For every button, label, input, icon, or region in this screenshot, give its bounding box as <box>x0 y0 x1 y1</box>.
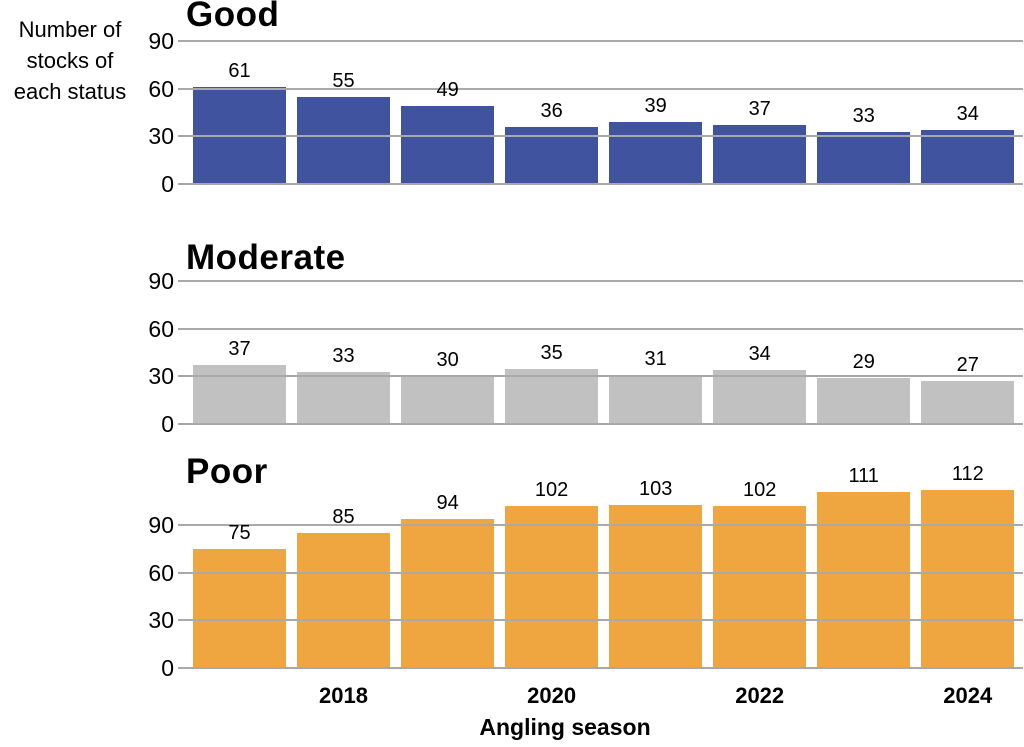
y-axis-label-line: each status <box>13 79 127 104</box>
bar-poor-2022 <box>713 506 807 668</box>
bar-moderate-2020 <box>505 368 599 424</box>
bar-poor-2021 <box>609 504 703 668</box>
value-label-good-2020: 36 <box>540 99 563 122</box>
x-tick-label-2022: 2022 <box>735 683 785 708</box>
value-label-good-2018: 55 <box>332 69 355 92</box>
bar-poor-2023 <box>817 492 911 668</box>
value-label-poor-2020: 102 <box>534 479 569 502</box>
y-tick-label-moderate-60: 60 <box>148 315 174 342</box>
y-tick-label-moderate-90: 90 <box>148 268 174 295</box>
value-label-moderate-2022: 34 <box>748 343 771 366</box>
gridline-good-60 <box>178 87 1023 90</box>
value-label-good-2023: 33 <box>852 104 875 127</box>
bar-good-2023 <box>817 131 911 184</box>
value-label-moderate-2018: 33 <box>332 344 355 367</box>
bar-moderate-2018 <box>297 371 391 424</box>
bar-good-2022 <box>713 125 807 184</box>
y-axis-label-line: Number of <box>18 17 122 42</box>
x-tick-label-2018: 2018 <box>319 683 368 708</box>
bar-moderate-2022 <box>713 370 807 424</box>
value-label-poor-2021: 103 <box>638 477 673 500</box>
value-label-poor-2019: 94 <box>436 492 459 514</box>
bar-poor-2024 <box>921 490 1015 668</box>
bar-good-2021 <box>609 122 703 184</box>
gridline-poor-60 <box>178 571 1023 574</box>
gridline-poor-0 <box>178 667 1023 669</box>
value-label-good-2017: 61 <box>228 60 251 83</box>
value-label-moderate-2023: 29 <box>852 351 875 374</box>
value-label-poor-2023: 111 <box>848 465 879 488</box>
panel-title-moderate: Moderate <box>186 238 346 277</box>
gridline-moderate-30 <box>178 375 1023 378</box>
bar-moderate-2019 <box>401 376 495 424</box>
gridline-good-30 <box>178 135 1023 138</box>
bar-good-2019 <box>401 106 495 184</box>
gridline-good-0 <box>178 183 1023 185</box>
y-tick-label-good-30: 30 <box>148 123 174 150</box>
gridline-poor-90 <box>178 524 1023 527</box>
value-label-poor-2017: 75 <box>228 522 251 545</box>
gridline-moderate-0 <box>178 423 1023 425</box>
value-label-moderate-2019: 30 <box>436 349 459 372</box>
value-label-moderate-2017: 37 <box>228 338 251 361</box>
gridline-good-90 <box>178 40 1023 43</box>
gridline-poor-30 <box>178 619 1023 622</box>
value-label-poor-2018: 85 <box>332 506 355 529</box>
y-tick-label-poor-60: 60 <box>148 559 174 586</box>
y-tick-label-poor-0: 0 <box>161 655 174 681</box>
y-tick-label-good-60: 60 <box>148 75 174 102</box>
value-label-good-2022: 37 <box>748 98 771 121</box>
value-label-good-2019: 49 <box>436 79 459 102</box>
bar-moderate-2017 <box>193 365 286 424</box>
value-label-moderate-2021: 31 <box>644 347 667 370</box>
bar-moderate-2021 <box>609 374 703 424</box>
y-axis-label-line: stocks of <box>26 48 114 73</box>
bar-poor-2017 <box>193 549 286 668</box>
panel-title-poor: Poor <box>186 452 268 491</box>
value-label-good-2024: 34 <box>956 103 979 126</box>
bar-poor-2019 <box>401 519 495 668</box>
y-tick-label-poor-30: 30 <box>148 607 174 634</box>
gridline-moderate-60 <box>178 327 1023 330</box>
bar-good-2018 <box>297 96 391 184</box>
value-label-moderate-2020: 35 <box>540 341 563 364</box>
x-tick-label-2024: 2024 <box>943 683 993 708</box>
bar-moderate-2023 <box>817 378 911 424</box>
y-tick-label-good-0: 0 <box>161 171 174 197</box>
y-axis-label: Number of stocks of each status <box>0 14 140 107</box>
bar-poor-2020 <box>505 506 599 668</box>
value-label-good-2021: 39 <box>644 95 667 118</box>
gridline-moderate-90 <box>178 280 1023 283</box>
bar-moderate-2024 <box>921 381 1015 424</box>
value-label-poor-2024: 112 <box>951 463 984 486</box>
x-tick-label-2020: 2020 <box>527 683 577 708</box>
value-label-poor-2022: 102 <box>743 479 777 502</box>
bar-poor-2018 <box>297 533 391 668</box>
y-tick-label-good-90: 90 <box>148 28 174 55</box>
panel-title-good: Good <box>186 0 280 34</box>
y-tick-label-moderate-0: 0 <box>161 411 174 437</box>
bar-good-2024 <box>921 130 1015 184</box>
y-tick-label-moderate-30: 30 <box>148 363 174 390</box>
x-axis-title: Angling season <box>479 714 651 740</box>
value-label-moderate-2024: 27 <box>956 354 979 377</box>
y-tick-label-poor-90: 90 <box>148 512 174 539</box>
